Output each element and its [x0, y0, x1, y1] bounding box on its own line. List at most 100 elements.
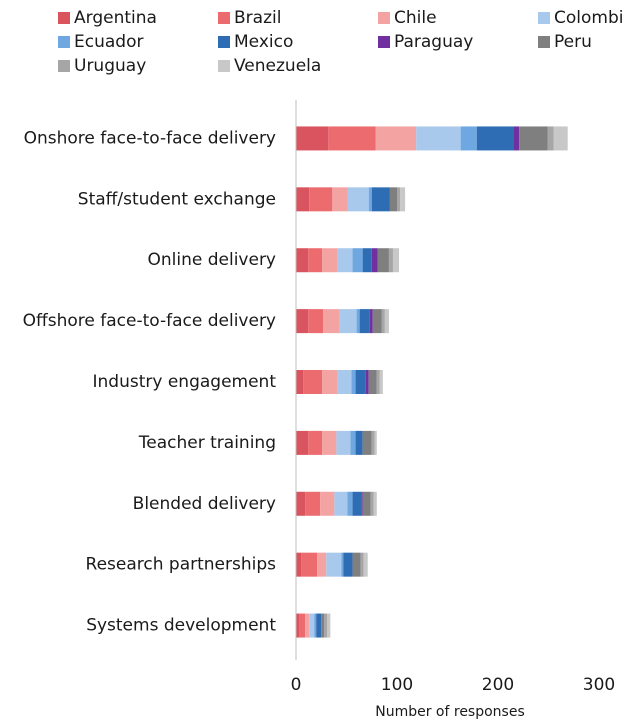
bar-segment [356, 309, 360, 334]
bar-segment [377, 248, 389, 273]
bar-segment [392, 248, 400, 273]
y-tick-label: Onshore face-to-face delivery [24, 128, 276, 148]
bar-segment [397, 187, 401, 212]
bar-segment [303, 370, 323, 394]
bar-segment [370, 491, 374, 516]
x-tick-label: 200 [482, 675, 514, 695]
bar-segment [322, 430, 337, 455]
bar-segment [362, 430, 372, 455]
bar-segment [308, 430, 323, 455]
legend-label: Colombia [554, 8, 624, 28]
bar-segment [309, 187, 333, 212]
bar-segment [320, 491, 335, 516]
bar-segment [371, 248, 378, 273]
bar-segment [334, 491, 348, 516]
bar-segment [355, 430, 363, 455]
bar-segment [301, 552, 318, 577]
legend-swatch [378, 12, 390, 24]
legend-swatch [58, 12, 70, 24]
bar-segment [369, 309, 373, 334]
bar-segment [296, 430, 309, 455]
x-tick-label: 300 [583, 675, 615, 695]
y-tick-label: Teacher training [138, 433, 276, 453]
bar-segment [351, 370, 356, 394]
bar-segment [316, 613, 322, 638]
bar-segment [324, 613, 328, 638]
bar-segment [296, 613, 300, 638]
bar-segment [360, 552, 364, 577]
bar-segment [337, 370, 352, 394]
legend-label: Chile [394, 8, 437, 28]
bar-segment [322, 248, 338, 273]
legend-label: Argentina [74, 8, 157, 28]
bar-segment [323, 309, 340, 334]
legend-swatch [538, 12, 550, 24]
bar-segment [308, 309, 324, 334]
bar-segment [365, 370, 369, 394]
legend-swatch [218, 12, 230, 24]
x-tick-label: 0 [291, 675, 302, 695]
legend-swatch [58, 36, 70, 48]
bar-segment [373, 491, 377, 516]
bar-segment [336, 430, 351, 455]
bar-segment [359, 309, 370, 334]
legend-swatch [218, 36, 230, 48]
bar-segment [347, 491, 353, 516]
y-tick-label: Blended delivery [133, 494, 276, 514]
bar-segment [363, 552, 368, 577]
legend-swatch [538, 36, 550, 48]
bar-segment [352, 552, 361, 577]
bar-segment [371, 430, 375, 455]
legend-label: Ecuador [74, 32, 143, 52]
bar-segment [476, 126, 514, 151]
y-tick-label: Online delivery [147, 250, 276, 270]
bar-segment [513, 126, 520, 151]
bar-segment [388, 248, 393, 273]
legend-swatch [378, 36, 390, 48]
bar-segment [296, 491, 306, 516]
bar-segment [343, 552, 353, 577]
bar-segment [352, 248, 363, 273]
bar-segment [368, 187, 372, 212]
legend-label: Paraguay [394, 32, 473, 52]
bar-segment [362, 491, 371, 516]
y-tick-label: Research partnerships [86, 555, 277, 575]
bar-segment [547, 126, 554, 151]
bar-segment [371, 187, 390, 212]
bar-segment [368, 370, 377, 394]
x-tick-label: 100 [381, 675, 413, 695]
bar-segment [347, 187, 369, 212]
bar-segment [384, 309, 389, 334]
bar-segment [400, 187, 406, 212]
bar-segment [332, 187, 348, 212]
bar-segment [553, 126, 568, 151]
bar-segment [296, 187, 310, 212]
bar-segment [326, 552, 342, 577]
bar-segment [389, 187, 397, 212]
bar-segment [296, 552, 302, 577]
bar-segment [376, 370, 380, 394]
bar-segment [350, 430, 356, 455]
bar-segment [321, 613, 325, 638]
bar-segment [372, 309, 382, 334]
bar-segment [309, 613, 315, 638]
bar-segment [341, 552, 344, 577]
x-axis-label: Number of responses [375, 704, 525, 720]
bar-segment [328, 126, 376, 151]
bar-segment [361, 491, 363, 516]
bar-segment [375, 126, 417, 151]
y-tick-label: Industry engagement [93, 372, 277, 392]
bar-segment [296, 126, 329, 151]
bar-segment [519, 126, 548, 151]
bar-segment [379, 370, 383, 394]
y-tick-label: Systems development [86, 616, 276, 636]
bar-segment [416, 126, 461, 151]
bar-segment [317, 552, 327, 577]
bar-segment [296, 248, 309, 273]
bar-segment [296, 370, 304, 394]
bar-segment [381, 309, 385, 334]
y-tick-label: Offshore face-to-face delivery [23, 311, 276, 331]
legend-label: Venezuela [234, 56, 321, 76]
bar-segment [305, 491, 321, 516]
